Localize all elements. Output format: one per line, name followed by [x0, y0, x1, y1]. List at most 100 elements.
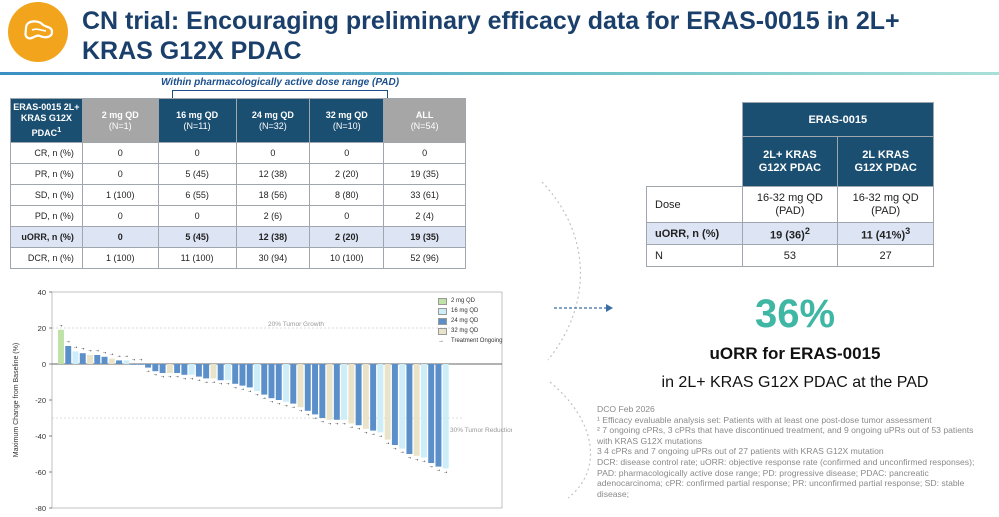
waterfall-bar — [406, 364, 413, 454]
waterfall-bar — [87, 355, 93, 364]
table-header-row: ERAS-0015 — [647, 102, 935, 137]
treatment-ongoing-marker: → — [212, 379, 216, 384]
treatment-ongoing-marker: → — [328, 421, 332, 426]
treatment-ongoing-marker: → — [183, 376, 187, 381]
reference-line-label: 30% Tumor Reduction — [450, 427, 512, 434]
blank-cell — [647, 103, 743, 137]
header-divider — [0, 72, 999, 75]
cell-value: 19 (36) — [769, 229, 805, 242]
waterfall-bar — [297, 364, 304, 408]
uorr-heading: uORR for ERAS-0015 — [709, 344, 881, 363]
waterfall-bar — [377, 364, 384, 433]
treatment-ongoing-marker: → — [197, 378, 201, 383]
table-cell: 0 — [157, 205, 237, 227]
treatment-ongoing-marker: → — [342, 421, 346, 426]
treatment-ongoing-marker: → — [379, 433, 383, 438]
legend-item: → Treatment Ongoing — [438, 336, 502, 346]
column-subheader: (N=11) — [183, 120, 211, 131]
row-label: CR, n (%) — [10, 142, 83, 164]
table-header-cell: 16 mg QD (N=11) — [157, 98, 237, 143]
treatment-ongoing-marker: → — [313, 415, 317, 420]
waterfall-bar — [217, 364, 224, 381]
footnote: DCR: disease control rate; uORR: objecti… — [597, 456, 975, 499]
table-cell: 0 — [157, 142, 237, 164]
waterfall-bar — [362, 364, 369, 429]
waterfall-bar — [188, 364, 195, 375]
footnote: DCO Feb 2026 — [597, 404, 655, 414]
waterfall-bar — [145, 364, 152, 368]
treatment-ongoing-marker: → — [284, 403, 288, 408]
legend-item: 16 mg QD — [438, 306, 502, 316]
table-cell: 33 (61) — [383, 184, 466, 206]
table-cell: 0 — [383, 142, 466, 164]
waterfall-bar — [195, 364, 202, 377]
treatment-ongoing-marker: → — [241, 387, 245, 392]
table-cell: 18 (56) — [235, 184, 311, 206]
treatment-ongoing-marker: → — [161, 374, 165, 379]
footnote-marker: 2 — [804, 225, 810, 236]
pancreas-icon — [24, 20, 54, 40]
treatment-ongoing-marker: → — [132, 357, 136, 362]
table-row: uORR, n (%) 19 (36)2 11 (41%)3 — [646, 222, 934, 245]
table-cell: 0 — [309, 142, 385, 164]
treatment-ongoing-marker: → — [393, 446, 397, 451]
legend-swatch — [438, 307, 447, 315]
row-label: PR, n (%) — [10, 163, 83, 185]
legend-item: 24 mg QD — [438, 316, 502, 326]
column-header: 2L+ KRAS G12X PDAC — [741, 136, 839, 187]
table-cell: 19 (35) — [383, 226, 466, 248]
treatment-ongoing-marker: → — [81, 346, 85, 351]
waterfall-bar — [384, 364, 391, 440]
decorative-arcs — [541, 181, 613, 499]
column-header: ALL — [415, 109, 434, 120]
table-cell: 1 (100) — [81, 184, 159, 206]
treatment-ongoing-marker: → — [277, 401, 281, 406]
table-row: PD, n (%) 0 0 2 (6) 0 2 (4) — [10, 205, 466, 227]
table-cell: 11 (41%)3 — [837, 222, 934, 245]
treatment-ongoing-marker: → — [110, 352, 114, 357]
table-header-cell: 24 mg QD (N=32) — [235, 98, 311, 143]
waterfall-bar — [232, 364, 239, 384]
legend-label: Treatment Ongoing — [451, 338, 503, 344]
table-header-cell: ALL (N=54) — [383, 98, 466, 143]
treatment-ongoing-marker: → — [437, 468, 441, 473]
legend-label: 16 mg QD — [451, 308, 479, 314]
table-cell: 2 (4) — [383, 205, 466, 227]
page-title: CN trial: Encouraging preliminary effica… — [82, 7, 900, 65]
legend-swatch — [438, 317, 447, 325]
treatment-ongoing-marker: → — [430, 464, 434, 469]
table-cell: 6 (55) — [157, 184, 237, 206]
waterfall-bar — [254, 364, 260, 391]
treatment-ongoing-marker: → — [204, 379, 208, 384]
waterfall-bar — [65, 346, 72, 364]
treatment-ongoing-marker: → — [234, 385, 238, 390]
waterfall-bar — [283, 364, 289, 402]
waterfall-bar — [442, 364, 449, 469]
legend-item: 2 mg QD — [438, 296, 502, 306]
treatment-ongoing-marker: → — [59, 323, 63, 328]
uorr-subheading: in 2L+ KRAS G12X PDAC at the PAD — [661, 374, 929, 391]
table-cell: 2 (20) — [309, 163, 385, 185]
column-subheader: (N=54) — [410, 120, 439, 131]
treatment-ongoing-marker: → — [125, 353, 129, 358]
table-cell: 0 — [81, 163, 159, 185]
footnote: ¹ Efficacy evaluable analysis set: Patie… — [597, 414, 932, 425]
y-tick-label: -60 — [35, 468, 46, 477]
waterfall-bar — [137, 364, 144, 365]
waterfall-bar — [304, 364, 311, 411]
y-tick-label: 0 — [42, 360, 46, 369]
waterfall-bar — [261, 364, 268, 395]
table-header-cell: 2 mg QD (N=1) — [81, 98, 159, 143]
row-label: DCR, n (%) — [10, 247, 83, 269]
treatment-ongoing-marker: → — [270, 399, 274, 404]
y-axis-label: Maximum Change from Baseline (%) — [13, 343, 20, 457]
waterfall-bar — [239, 364, 246, 386]
waterfall-bar — [333, 364, 340, 420]
waterfall-bar — [181, 364, 188, 375]
column-subheader: (N=10) — [332, 120, 361, 131]
waterfall-bar — [94, 355, 101, 364]
waterfall-bar — [420, 364, 427, 458]
table-row: CR, n (%) 0 0 0 0 0 — [10, 142, 466, 164]
table-cell: 2 (20) — [309, 226, 385, 248]
column-header: 24 mg QD — [251, 109, 294, 120]
